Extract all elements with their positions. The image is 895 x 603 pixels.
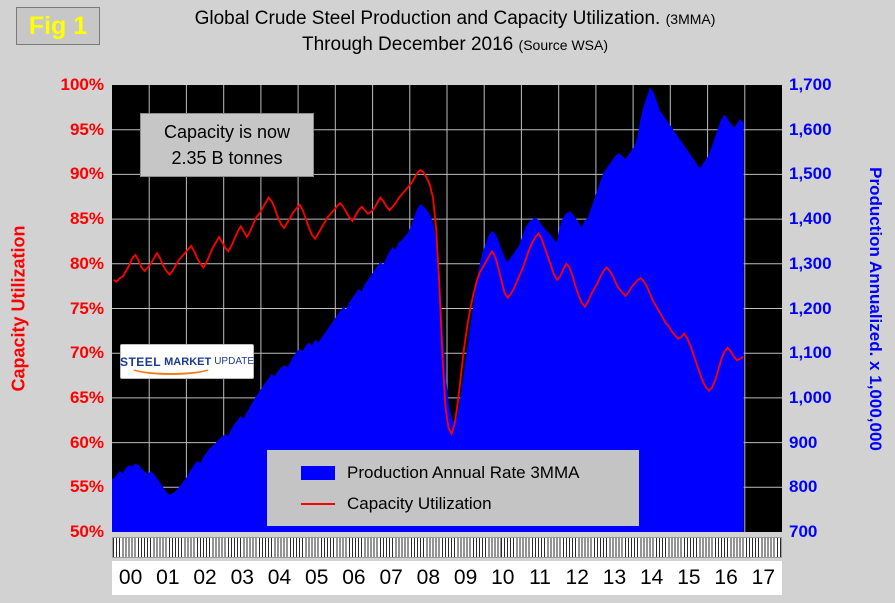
- left-axis-tick-75: 75%: [69, 298, 104, 318]
- utilization-swatch: [301, 502, 335, 505]
- x-axis-year-08: 08: [416, 566, 441, 589]
- monthly-tick-strip: [112, 537, 782, 558]
- figure-number-badge: Fig 1: [16, 7, 100, 45]
- production-area-series: [112, 87, 744, 532]
- plot-area: Capacity is now 2.35 B tonnes STEEL MARK…: [112, 85, 782, 532]
- x-axis-year-13: 13: [602, 566, 627, 589]
- right-axis-tick-800: 800: [789, 477, 818, 497]
- left-axis-tick-labels: 100% 95% 90% 85% 80% 75% 70% 65% 60% 55% 50%: [34, 75, 104, 541]
- title-line1: Global Crude Steel Production and Capaci…: [194, 8, 661, 29]
- right-axis-tick-1700: 1,700: [789, 75, 832, 94]
- x-axis-year-11: 11: [529, 566, 551, 589]
- right-axis-tick-labels: 1,700 1,600 1,500 1,400 1,300 1,200 1,100 1,000…: [789, 75, 859, 541]
- x-axis-year-12: 12: [565, 566, 589, 589]
- x-axis-year-17: 17: [751, 566, 775, 589]
- capacity-annotation-line1: Capacity is now: [163, 122, 291, 142]
- logo-swoosh-icon: [129, 359, 213, 375]
- title-line2: Through December 2016: [302, 34, 514, 55]
- chart-title: Global Crude Steel Production and Capaci…: [105, 6, 805, 58]
- left-axis-tick-65: 65%: [69, 387, 104, 407]
- left-axis-tick-100: 100%: [60, 75, 104, 94]
- left-axis-tick-60: 60%: [69, 432, 104, 452]
- x-axis-year-16: 16: [714, 566, 738, 589]
- left-axis-title: Capacity Utilization: [8, 225, 29, 392]
- right-axis-tick-700: 700: [789, 522, 818, 541]
- right-axis-title: Production Annualized. x 1,000,000: [866, 166, 886, 451]
- title-line2-suffix: (Source WSA): [518, 37, 608, 53]
- legend-utilization-label: Capacity Utilization: [347, 493, 492, 513]
- logo-word-update: UPDATE: [214, 356, 255, 367]
- right-axis-tick-1100: 1,100: [789, 343, 832, 363]
- x-axis-year-01: 01: [156, 566, 180, 589]
- production-swatch: [301, 465, 335, 480]
- left-axis-tick-70: 70%: [69, 343, 104, 363]
- left-axis-tick-50: 50%: [69, 522, 104, 541]
- x-axis-year-00: 00: [118, 566, 143, 589]
- legend-item-production: Production Annual Rate 3MMA: [301, 463, 639, 483]
- left-axis-tick-85: 85%: [69, 209, 104, 229]
- legend-production-label: Production Annual Rate 3MMA: [347, 462, 580, 482]
- legend-item-utilization: Capacity Utilization: [301, 494, 639, 514]
- left-axis-title-area: Capacity Utilization: [2, 85, 36, 532]
- right-axis-tick-1600: 1,600: [789, 119, 832, 139]
- left-axis-tick-95: 95%: [69, 119, 104, 139]
- x-axis-year-04: 04: [267, 566, 292, 589]
- right-axis-tick-1200: 1,200: [789, 298, 832, 318]
- right-axis-tick-900: 900: [789, 432, 818, 452]
- x-axis-year-07: 07: [379, 566, 403, 589]
- capacity-annotation: Capacity is now 2.35 B tonnes: [140, 113, 314, 177]
- right-axis-tick-1300: 1,300: [789, 253, 832, 273]
- x-axis-year-09: 09: [453, 566, 478, 589]
- x-axis-year-06: 06: [342, 566, 366, 589]
- left-axis-tick-90: 90%: [69, 164, 104, 184]
- x-axis-year-03: 03: [230, 566, 254, 589]
- right-axis-tick-1400: 1,400: [789, 209, 832, 229]
- left-axis-tick-80: 80%: [69, 253, 104, 273]
- left-axis-tick-55: 55%: [69, 477, 104, 497]
- x-axis-year-02: 02: [193, 566, 217, 589]
- utilization-line-series: [113, 168, 744, 436]
- x-axis-year-10: 10: [491, 566, 515, 589]
- capacity-annotation-line2: 2.35 B tonnes: [171, 148, 283, 168]
- x-axis-year-labels: 00 01 02 03 04 05 06 07 08 09 10 11 12 13 14 15 16 17: [112, 561, 782, 595]
- legend: Production Annual Rate 3MMA Capacity Uti…: [267, 450, 639, 526]
- title-line1-suffix: (3MMA): [665, 11, 716, 27]
- x-axis-year-05: 05: [305, 566, 329, 589]
- right-axis-tick-1000: 1,000: [789, 387, 832, 407]
- steel-market-update-logo: STEEL MARKET UPDATE: [120, 344, 254, 379]
- x-axis-year-14: 14: [639, 566, 664, 589]
- right-axis-tick-1500: 1,500: [789, 164, 832, 184]
- right-axis-title-area: Production Annualized. x 1,000,000: [858, 85, 892, 532]
- x-axis-year-15: 15: [677, 566, 701, 589]
